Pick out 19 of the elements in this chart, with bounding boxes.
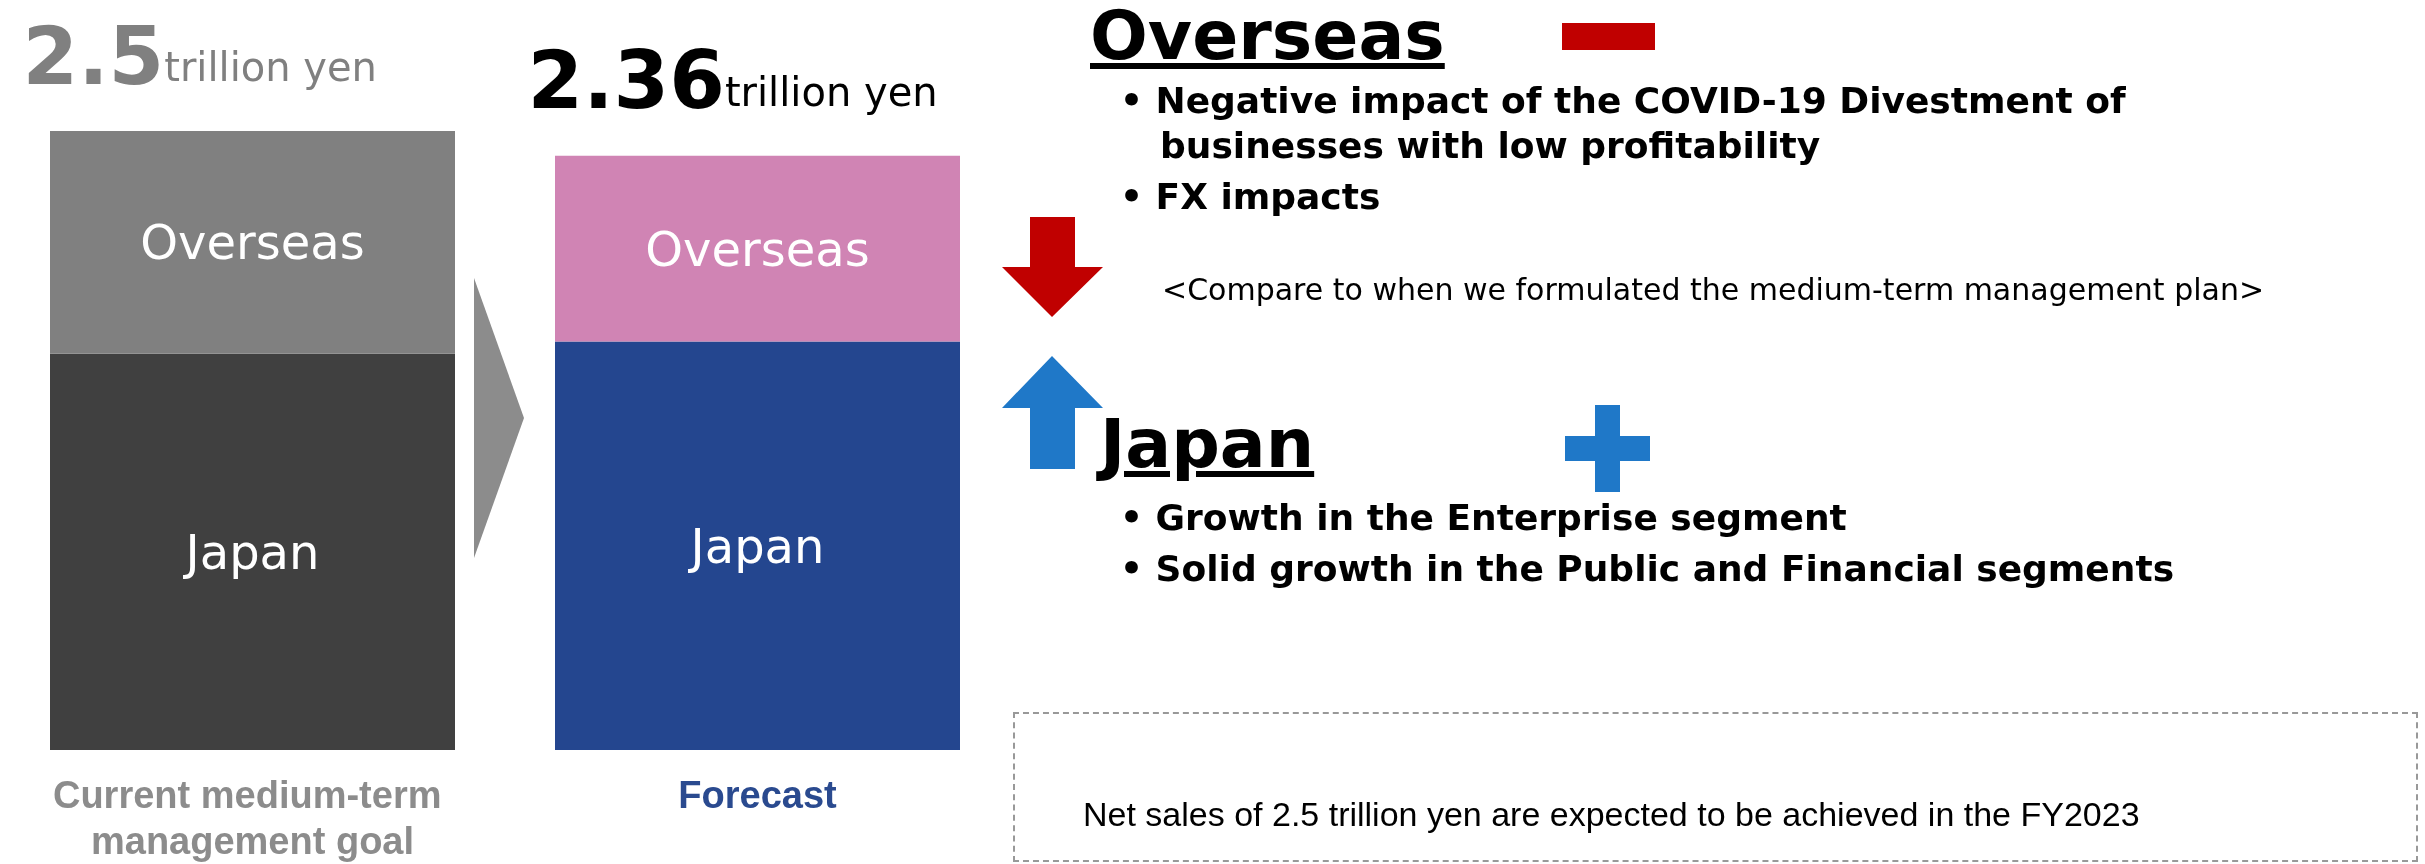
text: Net sales of 2.5 trillion yen are expected to be achieved in the FY2023 [1083, 795, 2140, 834]
bar [50, 353, 455, 750]
bar [555, 155, 960, 342]
text: 2.36trillion yen [527, 34, 938, 128]
text: 2.5trillion yen [22, 9, 377, 103]
text: • FX impacts [1120, 175, 1382, 219]
bar [555, 341, 960, 750]
bar [50, 131, 455, 354]
text: • Negative impact of the COVID-19 Divestment of businesses with low profitability [1120, 79, 2127, 168]
text: <Compare to when we formulated the medium-term management plan> [1162, 272, 2265, 307]
x-tick-label: Current medium-term management goal [52, 774, 453, 862]
annotation: Japan [182, 523, 320, 580]
text: Overseas [1090, 0, 1445, 75]
text: • Growth in the Enterprise segment [1120, 496, 1848, 540]
series-label: Japan [687, 517, 825, 574]
series-label: Overseas [645, 220, 870, 277]
annotation: Overseas [140, 214, 365, 271]
text: • Solid growth in the Public and Financial segments [1120, 547, 2176, 591]
x-tick-label: Forecast [678, 774, 838, 816]
